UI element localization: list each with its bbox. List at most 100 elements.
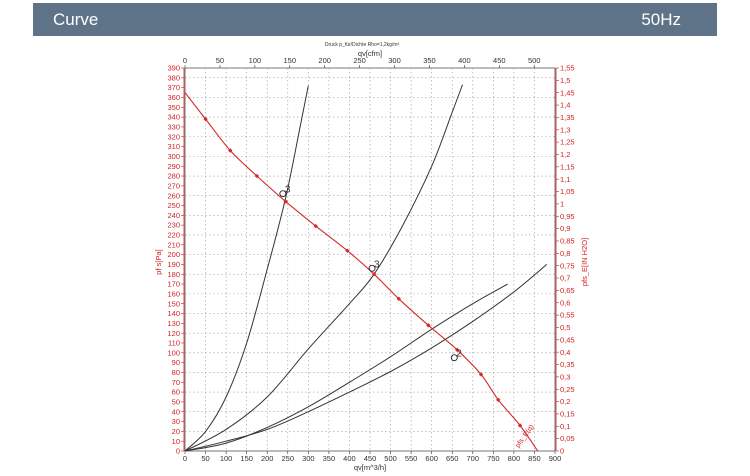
y-tick-label: 250	[167, 201, 180, 210]
y2-tick-label: 0,95	[560, 212, 575, 221]
system-curve-4	[184, 85, 309, 452]
y-tick-label: 220	[167, 231, 180, 240]
y2-tick-label: 0,6	[560, 298, 570, 307]
y-tick-label: 390	[167, 64, 180, 73]
y2-tick-label: 0,75	[560, 261, 575, 270]
y-tick-label: 340	[167, 113, 180, 122]
x-tick-label: 50	[201, 454, 209, 463]
x-tick-label: 700	[467, 454, 480, 463]
x2-tick-label: 500	[528, 56, 541, 65]
fan-curve-point	[396, 296, 401, 301]
x-tick-label: 350	[323, 454, 336, 463]
x2-tick-label: 450	[493, 56, 506, 65]
y2-tick-label: 0,05	[560, 434, 575, 443]
y2-tick-label: 0,8	[560, 249, 570, 258]
y-axis-label: pf s[Pa]	[154, 249, 163, 274]
x-tick-label: 900	[549, 454, 562, 463]
fan-curve-point	[254, 173, 260, 179]
operating-point-label: 2	[456, 349, 462, 360]
x-tick-label: 750	[487, 454, 500, 463]
y2-tick-label: 0,7	[560, 274, 570, 283]
x-tick-label: 550	[405, 454, 418, 463]
y2-tick-label: 0,85	[560, 237, 575, 246]
fan-curve-point	[313, 223, 318, 229]
x-tick-label: 600	[425, 454, 438, 463]
y-tick-label: 190	[167, 260, 180, 269]
y2-tick-label: 1,25	[560, 138, 575, 147]
y-tick-label: 350	[167, 103, 180, 112]
y-tick-label: 140	[167, 309, 180, 318]
x-tick-label: 500	[384, 454, 397, 463]
x2-tick-label: 0	[183, 56, 187, 65]
fan-curve-line	[184, 92, 539, 452]
fan-curve-point	[454, 347, 460, 353]
chart-caption: Druck p_für/Dichte Rho=1,2kg/m³	[325, 42, 400, 48]
fan-curve-annotation: pfs_E(q)	[515, 424, 536, 450]
y-tick-label: 50	[172, 397, 180, 406]
fan-curve-point	[203, 116, 208, 122]
y-tick-label: 310	[167, 142, 180, 151]
fan-curve-point	[426, 323, 431, 328]
y-tick-label: 10	[172, 437, 180, 446]
y2-tick-label: 0,9	[560, 224, 570, 233]
y-tick-label: 160	[167, 289, 180, 298]
y-tick-label: 120	[167, 329, 180, 338]
y2-tick-label: 1,05	[560, 187, 575, 196]
operating-point-marker	[368, 264, 376, 272]
x-tick-label: 100	[220, 454, 233, 463]
x-tick-label: 200	[261, 454, 274, 463]
y2-tick-label: 0,4	[560, 348, 570, 357]
y2-tick-label: 0,15	[560, 410, 575, 419]
y2-tick-label: 0,65	[560, 286, 575, 295]
y2-tick-label: 0,55	[560, 311, 575, 320]
x-axis-label: qv[m^3/h]	[354, 463, 386, 472]
x-tick-label: 650	[446, 454, 459, 463]
y2-tick-label: 0,3	[560, 372, 570, 381]
y-tick-label: 180	[167, 270, 180, 279]
fan-curve-point	[283, 199, 288, 204]
y2-axis-label: pfs_E[IN H2O]	[580, 238, 589, 286]
x2-tick-label: 300	[388, 56, 401, 65]
y2-tick-label: 1,2	[560, 150, 570, 159]
fan-curve-point	[478, 372, 484, 377]
x2-axis-label: qv[cfm]	[358, 49, 382, 58]
y-tick-label: 290	[167, 162, 180, 171]
y2-tick-label: 1,1	[560, 175, 570, 184]
header-bar: Curve 50Hz	[33, 3, 717, 36]
y2-tick-label: 1,45	[560, 88, 575, 97]
operating-point-label: 3	[285, 185, 291, 196]
header-title: Curve	[53, 10, 99, 29]
x-tick-label: 850	[528, 454, 541, 463]
y2-tick-label: 0,5	[560, 323, 570, 332]
system-curve-2	[184, 283, 508, 452]
y2-tick-label: 0,45	[560, 335, 575, 344]
y-tick-label: 320	[167, 132, 180, 141]
y-tick-label: 210	[167, 240, 180, 249]
y2-tick-label: 0,35	[560, 360, 575, 369]
y-tick-label: 30	[172, 417, 180, 426]
x2-tick-label: 150	[284, 56, 297, 65]
operating-point-label: 3	[374, 259, 380, 270]
y2-tick-label: 0,1	[560, 422, 570, 431]
y-tick-label: 90	[172, 358, 180, 367]
x2-tick-label: 200	[318, 56, 331, 65]
operating-point-marker	[279, 190, 287, 198]
x-tick-label: 800	[508, 454, 521, 463]
y2-tick-label: 1,4	[560, 101, 570, 110]
y2-tick-label: 1,3	[560, 125, 570, 134]
x-tick-label: 450	[364, 454, 377, 463]
y-tick-label: 100	[167, 348, 180, 357]
x-tick-label: 400	[343, 454, 356, 463]
y2-tick-label: 1,55	[560, 64, 575, 73]
y-tick-label: 230	[167, 221, 180, 230]
y-tick-label: 0	[176, 447, 180, 456]
y-tick-label: 370	[167, 83, 180, 92]
y-tick-label: 70	[172, 378, 180, 387]
x-tick-label: 0	[183, 454, 187, 463]
fan-curve-point	[517, 423, 523, 428]
y2-tick-label: 0,25	[560, 385, 575, 394]
x2-tick-label: 250	[353, 56, 366, 65]
y-tick-label: 380	[167, 73, 180, 82]
fan-curve-point	[496, 397, 501, 403]
